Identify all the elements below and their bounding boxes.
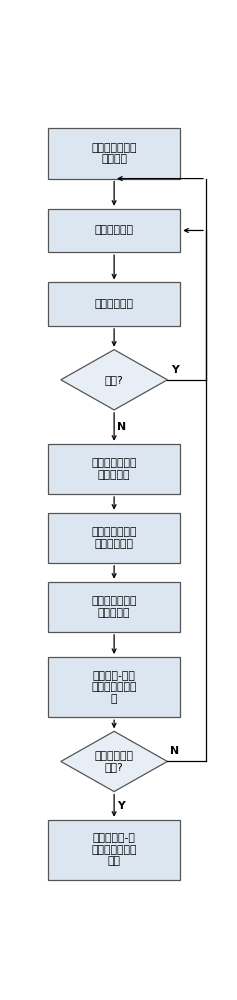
Text: N: N: [170, 746, 179, 756]
FancyBboxPatch shape: [48, 209, 180, 252]
FancyBboxPatch shape: [48, 820, 180, 880]
FancyBboxPatch shape: [48, 444, 180, 494]
Polygon shape: [61, 350, 167, 410]
Text: 选择一种组合: 选择一种组合: [95, 225, 134, 235]
Text: 计算该组合的先
验联合概率: 计算该组合的先 验联合概率: [91, 458, 137, 480]
Text: 冲突?: 冲突?: [105, 375, 123, 385]
Text: 更新谱峰-声源
匹配边缘后验概
率: 更新谱峰-声源 匹配边缘后验概 率: [91, 671, 137, 704]
FancyBboxPatch shape: [48, 128, 180, 179]
Text: 归一化谱峰-声
源匹配边缘后验
概率: 归一化谱峰-声 源匹配边缘后验 概率: [91, 833, 137, 866]
Text: 检验配对冲突: 检验配对冲突: [95, 299, 134, 309]
FancyBboxPatch shape: [48, 657, 180, 717]
FancyBboxPatch shape: [48, 282, 180, 326]
Text: 计算该组合的后
验联合概率: 计算该组合的后 验联合概率: [91, 596, 137, 618]
Text: 计算该组合的预
测性似然概率: 计算该组合的预 测性似然概率: [91, 527, 137, 549]
Text: Y: Y: [171, 365, 179, 375]
Text: N: N: [117, 422, 126, 432]
Text: 遍历所有可能
组合?: 遍历所有可能 组合?: [95, 751, 134, 772]
FancyBboxPatch shape: [48, 582, 180, 632]
FancyBboxPatch shape: [48, 513, 180, 563]
Text: Y: Y: [118, 801, 125, 811]
Polygon shape: [61, 731, 167, 792]
Text: 列举所有的匹配
组合可能: 列举所有的匹配 组合可能: [91, 143, 137, 164]
